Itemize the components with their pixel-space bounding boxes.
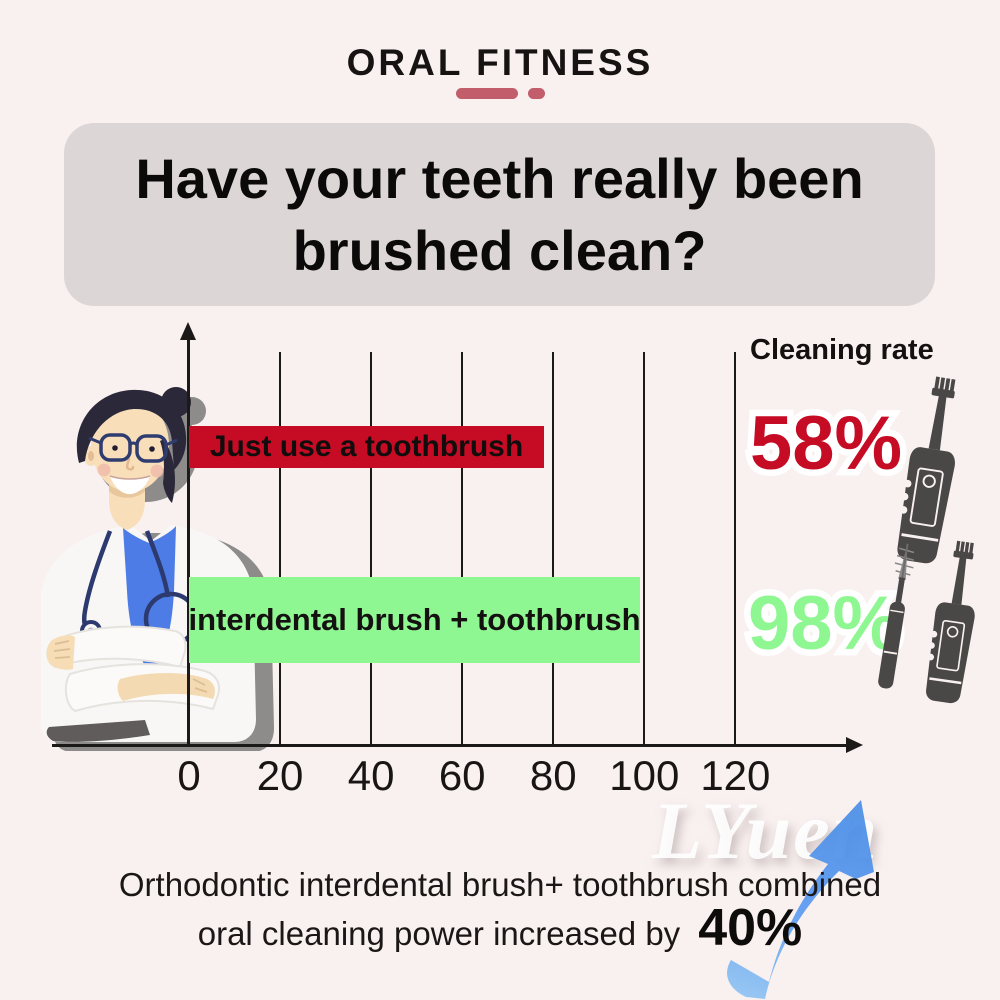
growth-arrow-icon: [727, 800, 874, 999]
x-tick-label: 60: [438, 752, 486, 799]
rate-value-combo: 98%: [748, 586, 900, 663]
footer-line-2: oral cleaning power increased by 40%: [0, 898, 1000, 958]
x-axis-line: [52, 744, 848, 747]
gridline: [734, 352, 737, 747]
footer-highlight: 40%: [698, 899, 803, 957]
footer-line-2-text: oral cleaning power increased by: [197, 915, 681, 952]
gridline: [643, 352, 646, 747]
x-tick-label: 100: [609, 752, 680, 799]
x-tick-label: 120: [700, 752, 771, 799]
brand-underline: [0, 87, 1000, 99]
title-card: Have your teeth really been brushed clea…: [64, 123, 935, 306]
bar-toothbrush-only: Just use a toothbrush: [189, 426, 544, 468]
gridline: [552, 352, 555, 747]
bar-interdental-combo: interdental brush + toothbrush: [188, 577, 641, 663]
gridline: [461, 352, 464, 747]
x-axis-arrow-icon: [846, 737, 863, 753]
brand-title: ORAL FITNESS: [346, 42, 654, 83]
cleaning-rate-label: Cleaning rate: [750, 334, 934, 366]
bar-label: Just use a toothbrush: [209, 430, 524, 463]
electric-toothbrush-icon: [926, 540, 975, 704]
gridline: [370, 352, 373, 747]
rate-value-toothbrush: 58%: [750, 406, 902, 483]
page-title-line-1: Have your teeth really been: [135, 146, 864, 210]
bar-label: interdental brush + toothbrush: [188, 602, 641, 637]
underline-dot: [527, 87, 545, 99]
footer-line-1: Orthodontic interdental brush+ toothbrus…: [118, 866, 882, 903]
x-tick-label: 20: [256, 752, 304, 799]
x-tick-label: 40: [347, 752, 395, 799]
interdental-brush-icon: [878, 543, 915, 689]
y-axis-line: [187, 330, 190, 747]
x-tick-label: 0: [177, 752, 201, 799]
underline-bar: [455, 87, 518, 99]
gridline: [279, 352, 282, 747]
page-title-line-2: brushed clean?: [292, 218, 707, 282]
electric-toothbrush-icon: [897, 376, 956, 564]
y-axis-arrow-icon: [180, 322, 196, 340]
x-tick-label: 80: [529, 752, 577, 799]
